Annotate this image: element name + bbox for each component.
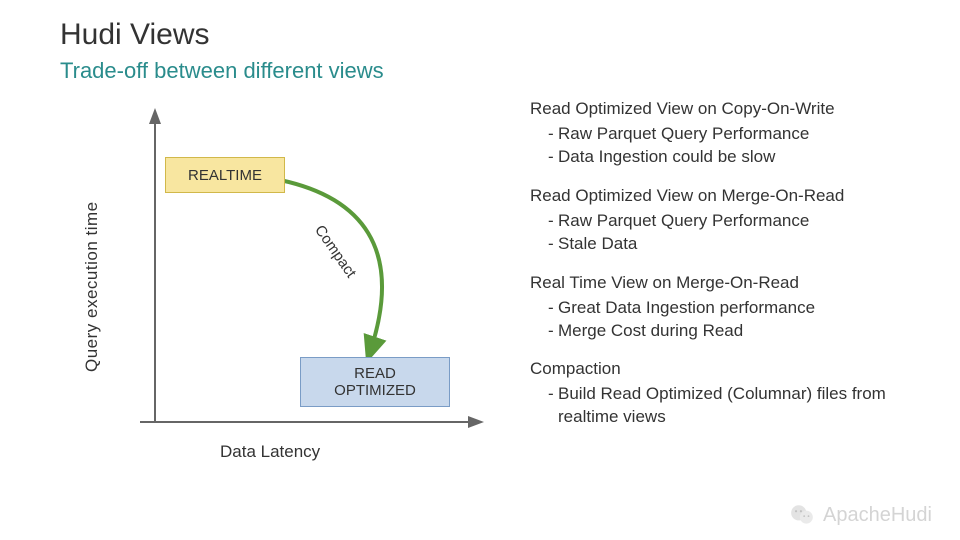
compact-arrow: [280, 180, 382, 352]
read-optimized-line1: READ: [354, 365, 396, 382]
group-bullet: Raw Parquet Query Performance: [530, 210, 920, 233]
text-panel: Read Optimized View on Copy-On-WriteRaw …: [500, 92, 920, 512]
group-bullet: Build Read Optimized (Columnar) files fr…: [530, 383, 920, 429]
text-group: Read Optimized View on Merge-On-ReadRaw …: [530, 185, 920, 256]
group-bullet: Great Data Ingestion performance: [530, 297, 920, 320]
group-bullet: Merge Cost during Read: [530, 320, 920, 343]
group-heading: Real Time View on Merge-On-Read: [530, 272, 920, 295]
text-group: CompactionBuild Read Optimized (Columnar…: [530, 358, 920, 429]
wechat-icon: [789, 502, 815, 528]
group-bullet: Data Ingestion could be slow: [530, 146, 920, 169]
diagram-panel: REALTIME READ OPTIMIZED Compact Query ex…: [60, 92, 500, 512]
realtime-box: REALTIME: [165, 157, 285, 193]
content-row: REALTIME READ OPTIMIZED Compact Query ex…: [60, 92, 920, 512]
group-heading: Read Optimized View on Merge-On-Read: [530, 185, 920, 208]
realtime-label: REALTIME: [188, 167, 262, 184]
group-bullet: Stale Data: [530, 233, 920, 256]
text-group: Real Time View on Merge-On-ReadGreat Dat…: [530, 272, 920, 343]
group-heading: Read Optimized View on Copy-On-Write: [530, 98, 920, 121]
group-heading: Compaction: [530, 358, 920, 381]
group-bullet: Raw Parquet Query Performance: [530, 123, 920, 146]
watermark-text: ApacheHudi: [823, 504, 932, 527]
read-optimized-label: READ OPTIMIZED: [334, 365, 416, 399]
page-subtitle: Trade-off between different views: [60, 58, 920, 84]
x-axis-label: Data Latency: [220, 442, 320, 462]
tradeoff-diagram: REALTIME READ OPTIMIZED Compact Query ex…: [100, 102, 500, 472]
watermark: ApacheHudi: [789, 502, 932, 528]
read-optimized-line2: OPTIMIZED: [334, 382, 416, 399]
slide: Hudi Views Trade-off between different v…: [0, 0, 960, 540]
y-axis-label: Query execution time: [82, 132, 102, 372]
text-group: Read Optimized View on Copy-On-WriteRaw …: [530, 98, 920, 169]
read-optimized-box: READ OPTIMIZED: [300, 357, 450, 407]
diagram-svg: [100, 102, 500, 472]
page-title: Hudi Views: [60, 18, 920, 52]
